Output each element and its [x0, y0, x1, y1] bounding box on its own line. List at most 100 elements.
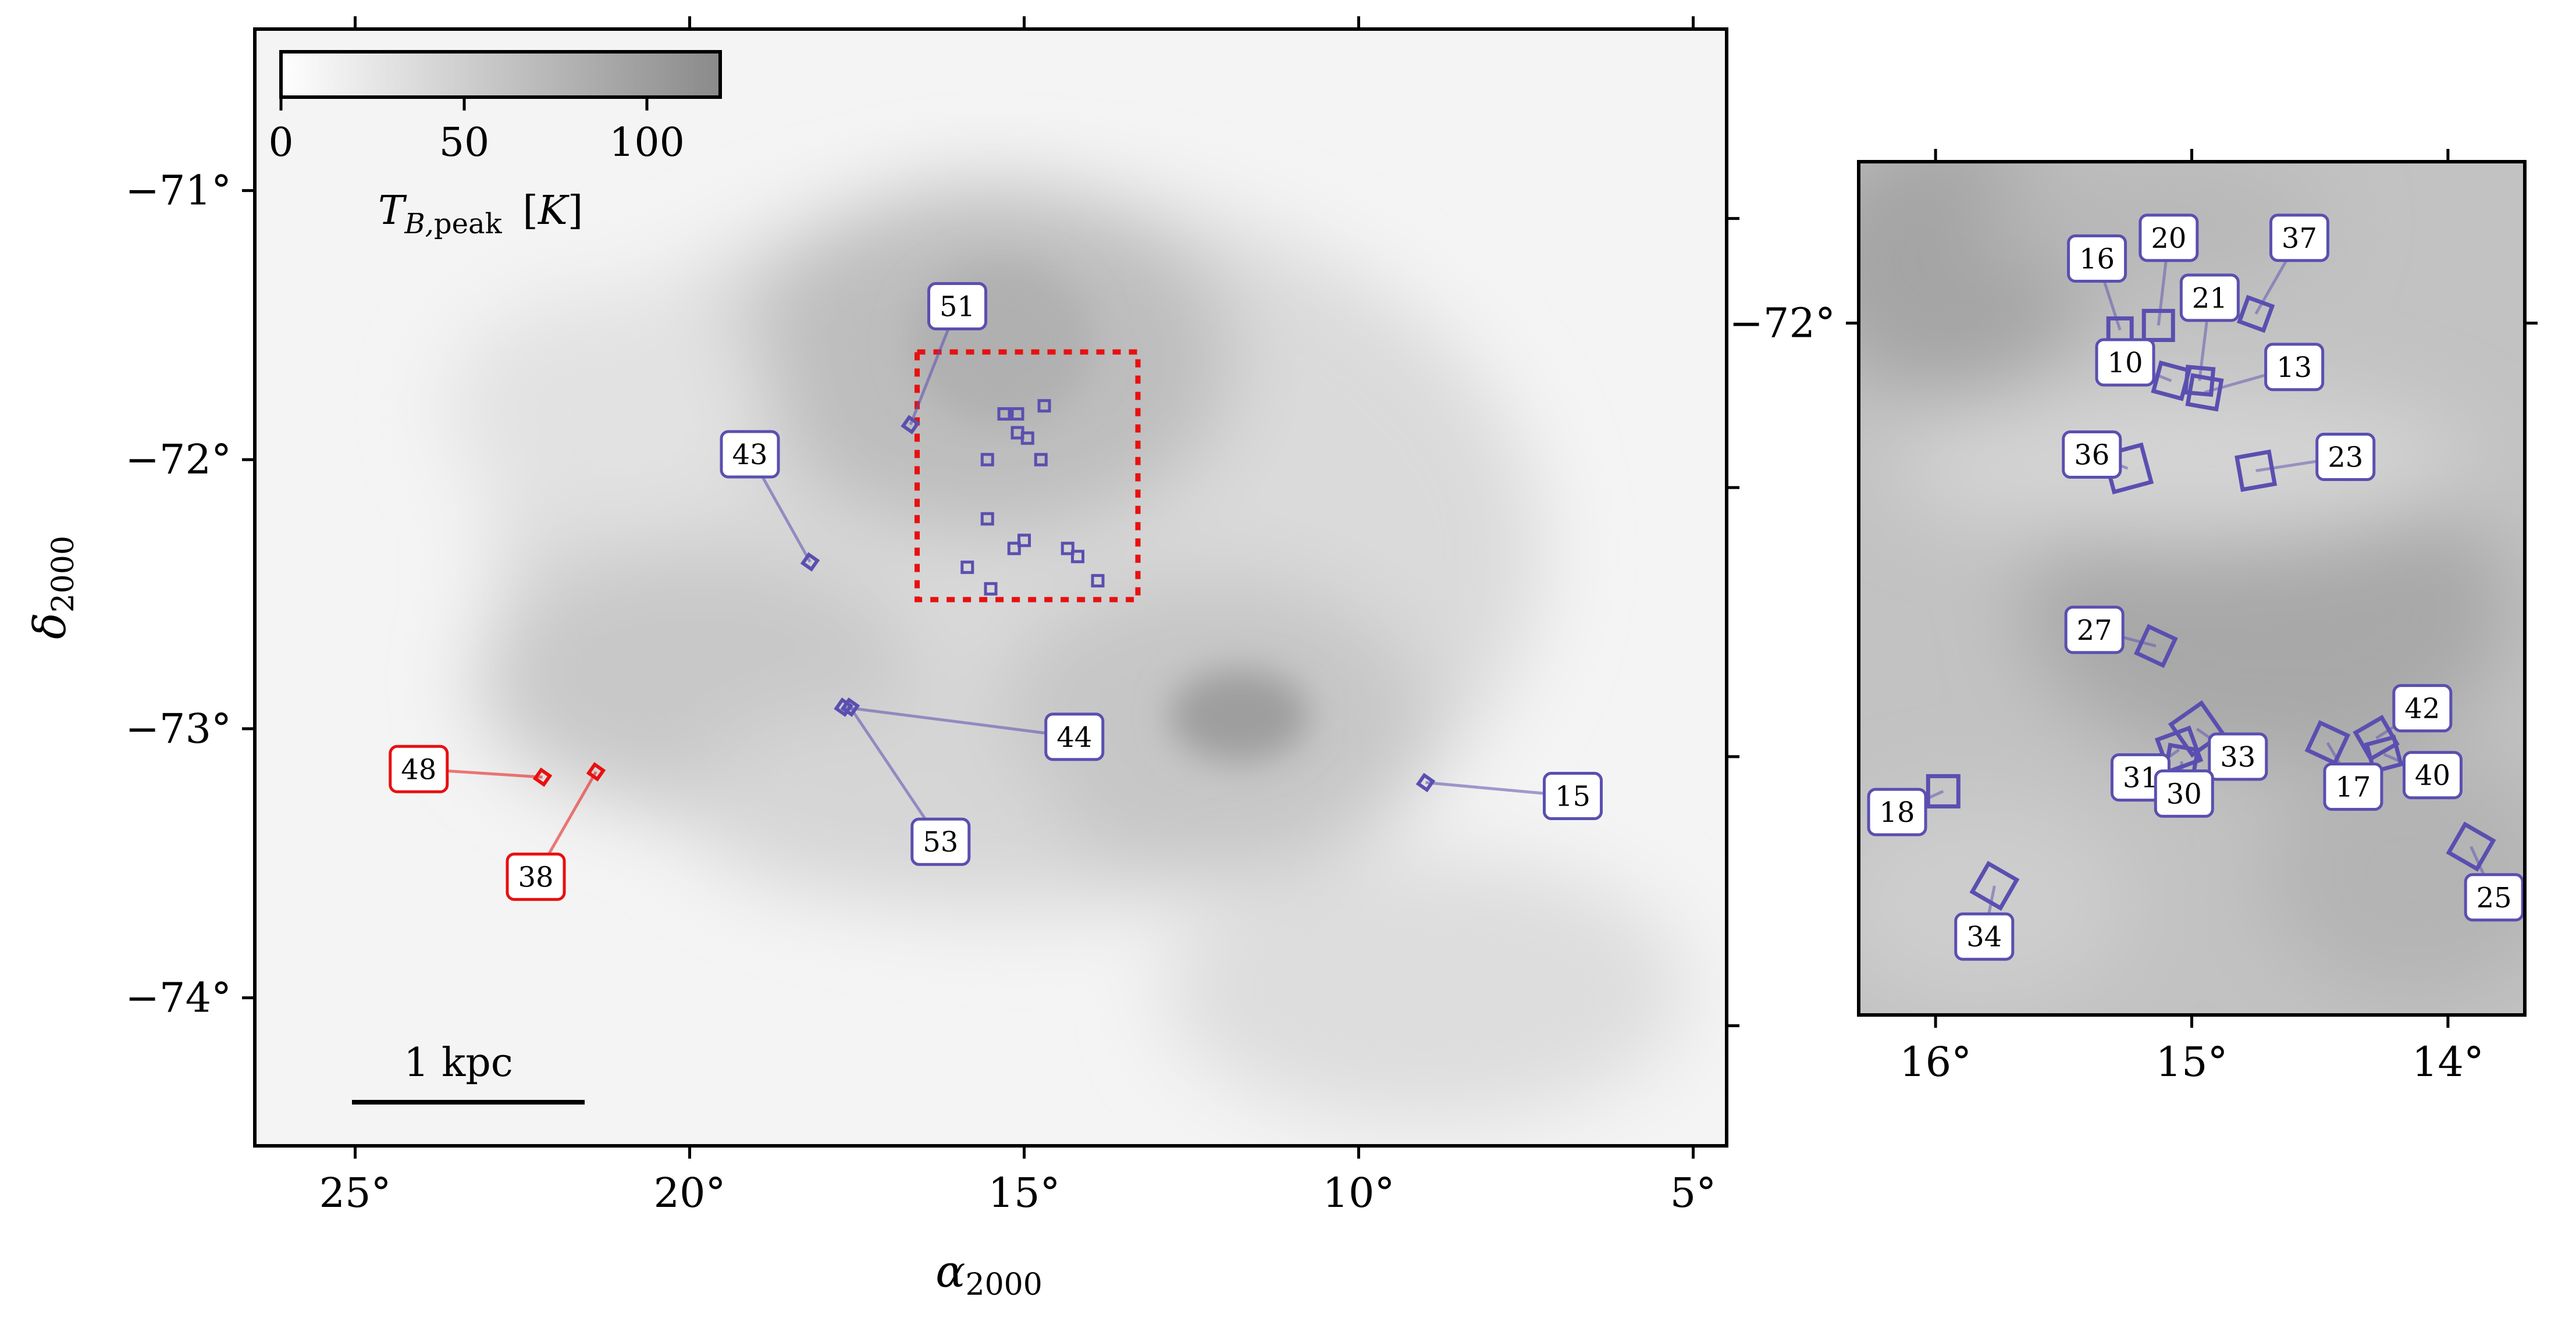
source-label-15: 15 [1543, 772, 1603, 821]
source-marker-38 [586, 762, 606, 782]
source-label-44-box [1044, 713, 1105, 761]
inset-source-marker-20 [2141, 309, 2175, 343]
source-marker [1061, 542, 1074, 555]
x-tick-label: 10° [1322, 1169, 1394, 1217]
inset-source-label-10-text: 10 [2107, 347, 2143, 379]
connector-44 [843, 706, 1075, 739]
bar-core [1169, 669, 1309, 762]
source-marker [1007, 542, 1021, 555]
inset-source-label-37-box [2269, 213, 2329, 262]
source-marker [980, 453, 994, 466]
inset-source-label-34: 34 [1954, 912, 2015, 961]
inset-source-label-33-text: 33 [2220, 741, 2255, 774]
y-tick-label: −73° [125, 705, 232, 753]
source-marker [1020, 431, 1034, 445]
inset-source-label-40-box [2402, 751, 2463, 800]
source-label-44: 44 [1044, 713, 1105, 761]
source-label-53-text: 53 [923, 826, 958, 859]
inset-source-label-42-text: 42 [2404, 693, 2440, 725]
inset-source-label-30-box [2154, 769, 2214, 818]
inset-y-tick-label: −72° [1729, 300, 1835, 347]
inset-source-label-13-box [2264, 343, 2325, 391]
inset-source-label-23-box [2315, 433, 2376, 482]
inset-source-label-27-box [2064, 605, 2125, 654]
inset-source-label-36-box [2062, 430, 2122, 479]
y-tick-label: −71° [125, 167, 232, 215]
main-source-markers [532, 399, 1436, 793]
main-axis-ticks: 25° 20° 15° 10° 5° −71° −72° −73° −74° [125, 16, 1739, 1217]
inset-source-label-27: 27 [2064, 605, 2125, 654]
source-label-43-text: 43 [732, 439, 767, 471]
inset-source-label-30: 30 [2154, 769, 2214, 818]
inset-source-marker-25 [2446, 821, 2496, 872]
inset-source-marker-37 [2236, 294, 2275, 333]
inset-source-label-21-text: 21 [2192, 282, 2228, 315]
inset-source-marker-13 [2185, 373, 2224, 412]
colorbar-tick-50: 50 [439, 120, 490, 166]
scalebar-label: 1 kpc [404, 1040, 513, 1086]
y-tick-label: −72° [125, 436, 232, 483]
source-marker [1091, 573, 1105, 587]
source-marker-51 [901, 415, 920, 434]
inset-source-label-20-text: 20 [2151, 222, 2186, 255]
source-marker [980, 512, 994, 526]
inset-source-label-30-text: 30 [2166, 778, 2202, 810]
source-marker-43 [800, 552, 820, 572]
inset-source-label-20: 20 [2139, 213, 2199, 262]
inset-source-markers [1926, 294, 2496, 911]
inset-source-marker-33 [2168, 700, 2226, 758]
source-marker [1017, 533, 1031, 547]
inset-map-panel: 16 20 37 21 10 13 36 23 27 33 31 30 42 17 40 18 25 34 16°… [1729, 149, 2538, 1086]
y-axis-title: δ2000 [24, 536, 81, 639]
x-tick-label: 5° [1670, 1169, 1717, 1217]
source-marker-15 [1415, 772, 1436, 793]
inset-source-label-13-text: 13 [2276, 351, 2312, 384]
inset-source-label-25-box [2464, 873, 2524, 922]
inset-source-label-18: 18 [1867, 788, 1927, 836]
x-tick-label: 20° [653, 1169, 725, 1217]
source-label-43-box [720, 430, 780, 479]
source-label-51-text: 51 [940, 291, 975, 323]
inset-region-box [915, 349, 1141, 603]
inset-source-labels: 16 20 37 21 10 13 36 23 27 33 31 30 42 17 40 18 25 34 [1867, 213, 2524, 961]
inset-source-label-17-box [2323, 762, 2383, 811]
inset-source-label-21: 21 [2179, 273, 2240, 322]
inset-source-marker-40 [2364, 735, 2404, 774]
inset-source-label-18-box [1867, 788, 1927, 836]
inset-source-label-33: 33 [2208, 732, 2268, 781]
inset-source-label-31-text: 31 [2123, 762, 2158, 795]
inset-source-label-40: 40 [2402, 751, 2463, 800]
main-map-panel: 51 43 44 53 15 48 38 0 50 100 TB,peak [K] 1 kp… [24, 16, 1739, 1302]
inset-source-label-33-box [2208, 732, 2268, 781]
colorbar-tick-100: 100 [609, 120, 685, 166]
inset-source-label-37: 37 [2269, 213, 2329, 262]
source-marker [1011, 407, 1024, 421]
colorbar-tick-0: 0 [268, 120, 293, 166]
inset-source-label-42-box [2392, 684, 2453, 733]
source-marker-53 [840, 697, 860, 717]
source-label-48-text: 48 [401, 753, 436, 786]
inset-source-label-18-text: 18 [1880, 796, 1915, 829]
inset-source-label-25-text: 25 [2477, 882, 2512, 914]
inset-source-marker-23 [2235, 449, 2278, 492]
inset-x-tick-label: 16° [1899, 1038, 1972, 1086]
source-label-44-text: 44 [1056, 721, 1092, 754]
source-marker [1071, 550, 1084, 564]
inset-source-label-23-text: 23 [2328, 441, 2363, 474]
source-label-53: 53 [910, 817, 971, 866]
inset-source-label-36: 36 [2062, 430, 2122, 479]
source-label-51: 51 [927, 282, 987, 331]
inset-source-label-23: 23 [2315, 433, 2376, 482]
inset-source-label-36-text: 36 [2074, 439, 2109, 472]
source-label-51-box [927, 282, 987, 331]
source-marker-48 [532, 767, 553, 787]
main-axes-frame [253, 27, 1728, 1148]
inset-source-marker-42 [2353, 714, 2400, 762]
inset-source-label-17-text: 17 [2335, 771, 2371, 803]
inset-source-label-16-box [2067, 234, 2127, 283]
x-tick-label: 15° [988, 1169, 1060, 1217]
inset-source-label-40-text: 40 [2415, 760, 2450, 792]
source-label-48-box [389, 745, 449, 793]
source-label-38-text: 38 [518, 861, 553, 893]
